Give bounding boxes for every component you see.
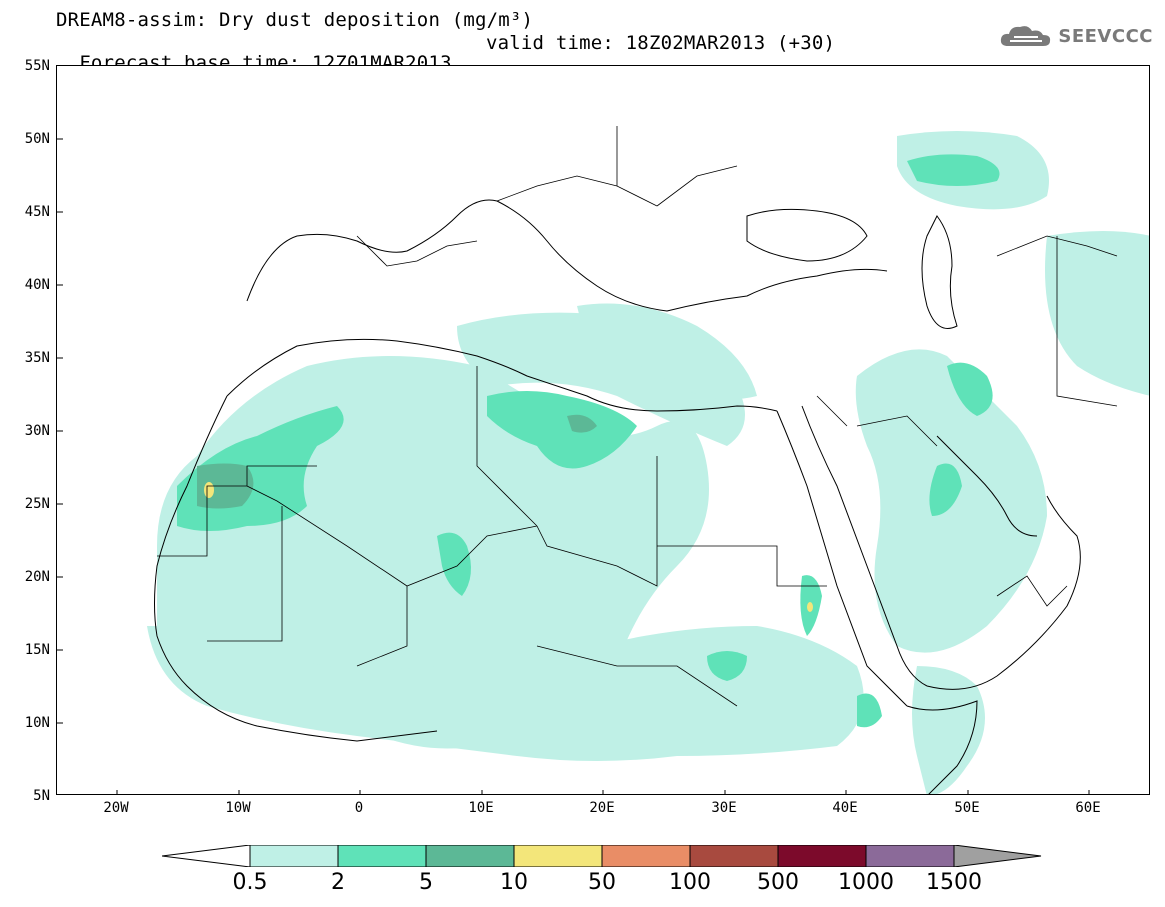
colorbar-bin-1 (249, 845, 339, 867)
colorbar-over-arrow (953, 845, 1042, 867)
colorbar-label-500: 500 (757, 870, 799, 895)
lat-label-30n: 30N (24, 423, 50, 439)
lon-label-10w: 10W (225, 800, 251, 816)
colorbar-label-1000: 1000 (838, 870, 894, 895)
lat-label-50n: 50N (24, 131, 50, 147)
frame-ticks (57, 138, 1090, 794)
lon-label-10e: 10E (468, 800, 494, 816)
coastlines (154, 199, 1081, 794)
colorbar-label-100: 100 (669, 870, 711, 895)
colorbar-bin-2 (337, 845, 427, 867)
lon-label-0: 0 (354, 800, 364, 816)
colorbar-bin-5 (601, 845, 691, 867)
map-title: DREAM8-assim: Dry dust deposition (mg/m³… (56, 9, 534, 31)
colorbar (162, 845, 1042, 867)
colorbar-bin-3 (425, 845, 515, 867)
borders (157, 126, 1118, 707)
lat-label-15n: 15N (24, 642, 50, 658)
lon-label-40e: 40E (832, 800, 858, 816)
lon-label-60e: 60E (1075, 800, 1101, 816)
colorbar-bin-7 (777, 845, 867, 867)
colorbar-label-0-5: 0.5 (232, 870, 268, 895)
lat-label-25n: 25N (24, 496, 50, 512)
lat-label-10n: 10N (24, 715, 50, 731)
logo-text: SEEVCCC (1058, 25, 1153, 47)
colorbar-label-1500: 1500 (926, 870, 982, 895)
seevccc-logo: SEEVCCC (998, 22, 1153, 50)
lat-label-5n: 5N (33, 788, 50, 804)
dust-map (56, 65, 1150, 795)
lon-label-30e: 30E (711, 800, 737, 816)
colorbar-under-arrow (162, 845, 251, 867)
valid-time: valid time: 18Z02MAR2013 (+30) (486, 32, 836, 54)
colorbar-label-5: 5 (419, 870, 433, 895)
lat-label-55n: 55N (24, 58, 50, 74)
lat-label-20n: 20N (24, 569, 50, 585)
colorbar-bin-6 (689, 845, 779, 867)
lon-label-20e: 20E (589, 800, 615, 816)
lat-label-45n: 45N (24, 204, 50, 220)
lat-label-35n: 35N (24, 350, 50, 366)
lon-label-20w: 20W (103, 800, 129, 816)
colorbar-label-2: 2 (331, 870, 345, 895)
lon-label-50e: 50E (954, 800, 980, 816)
colorbar-label-50: 50 (588, 870, 616, 895)
colorbar-bin-4 (513, 845, 603, 867)
colorbar-bin-8 (865, 845, 955, 867)
lat-label-40n: 40N (24, 277, 50, 293)
colorbar-label-10: 10 (500, 870, 528, 895)
cloud-icon (1001, 26, 1051, 46)
